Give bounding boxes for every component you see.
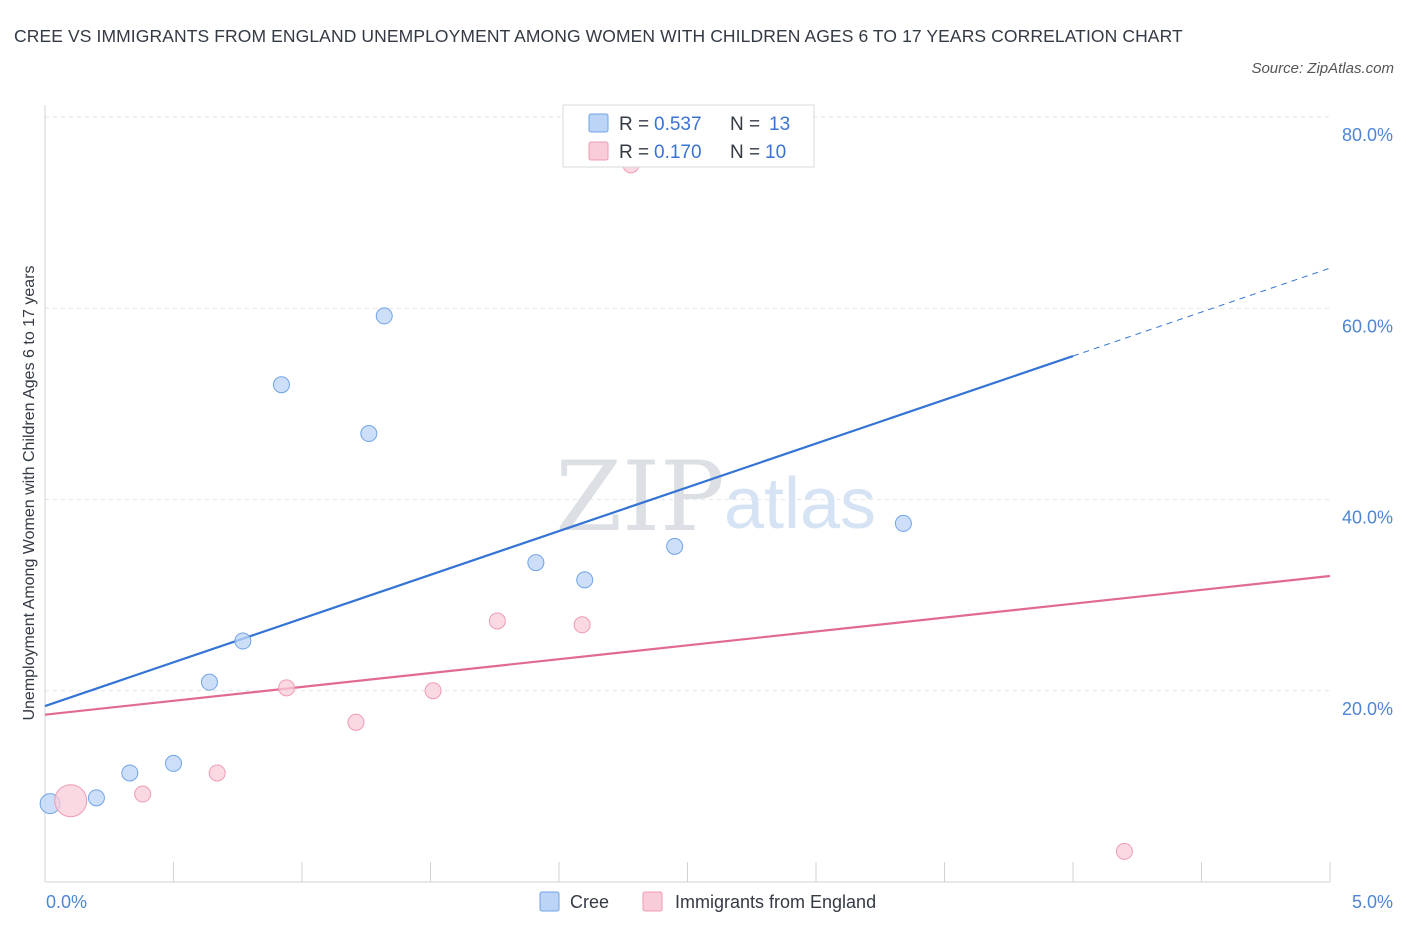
y-tick-label-20: 20.0% (1342, 699, 1393, 719)
trend-line-1 (44, 574, 1331, 716)
point-england-0 (54, 784, 88, 818)
bottom-legend-label-england: Immigrants from England (675, 892, 876, 912)
point-cree-2 (121, 764, 139, 782)
series-legend: Cree Immigrants from England (539, 891, 876, 912)
point-cree-1 (87, 789, 105, 807)
point-england-5 (424, 682, 442, 700)
point-cree-12 (894, 514, 912, 532)
watermark-zip: ZIP (555, 441, 724, 553)
point-england-1 (134, 785, 152, 803)
point-cree-10 (576, 571, 594, 589)
chart-title: CREE VS IMMIGRANTS FROM ENGLAND UNEMPLOY… (14, 26, 1183, 46)
legend-swatch-cree (588, 113, 609, 133)
point-england-9 (1115, 842, 1133, 860)
y-tick-label-80: 80.0% (1342, 125, 1393, 145)
source-label: Source: ZipAtlas.com (1251, 60, 1394, 77)
trend-line-0 (44, 355, 1074, 708)
watermark-atlas: atlas (724, 464, 876, 544)
point-cree-11 (666, 537, 684, 555)
point-cree-7 (360, 425, 378, 443)
trend-extension-0 (1072, 267, 1331, 357)
legend-swatch-england (588, 141, 609, 161)
tick-labels: 20.0% 40.0% 60.0% 80.0% 0.0% 5.0% (46, 125, 1393, 912)
point-cree-3 (165, 754, 182, 772)
point-england-7 (573, 616, 591, 634)
point-england-4 (347, 713, 365, 731)
trend-lines (44, 267, 1331, 716)
point-england-2 (208, 764, 226, 782)
point-england-6 (488, 612, 506, 630)
y-axis-label: Unemployment Among Women with Children A… (21, 265, 38, 720)
point-cree-9 (527, 554, 545, 572)
bottom-legend-swatch-england (642, 891, 663, 912)
bottom-legend-swatch-cree (539, 891, 560, 912)
legend-r-value-cree: 0.537 (654, 114, 702, 135)
point-cree-4 (200, 673, 218, 691)
y-tick-label-40: 40.0% (1342, 508, 1393, 528)
legend-r-label-england: R = (619, 142, 649, 163)
bottom-legend-label-cree: Cree (570, 892, 609, 912)
y-tick-label-60: 60.0% (1342, 316, 1393, 336)
legend-n-value-cree: 13 (769, 114, 790, 135)
grid-lines (45, 116, 1330, 692)
legend-r-label-cree: R = (619, 114, 649, 135)
legend-n-label-england: N = (730, 142, 760, 163)
legend-n-value-england: 10 (765, 142, 786, 163)
axes (44, 105, 1331, 883)
legend-n-label-cree: N = (730, 114, 760, 135)
x-tick-label-max: 5.0% (1352, 892, 1393, 912)
data-points (39, 156, 1133, 860)
x-tick-label-min: 0.0% (46, 892, 87, 912)
point-cree-5 (234, 632, 252, 650)
legend-r-value-england: 0.170 (654, 142, 702, 163)
point-cree-6 (272, 376, 290, 394)
watermark: ZIP atlas (555, 441, 876, 553)
stats-legend: R = 0.537 N = 13 R = 0.170 N = 10 (562, 104, 815, 168)
point-england-3 (278, 679, 296, 697)
point-cree-8 (375, 307, 393, 325)
